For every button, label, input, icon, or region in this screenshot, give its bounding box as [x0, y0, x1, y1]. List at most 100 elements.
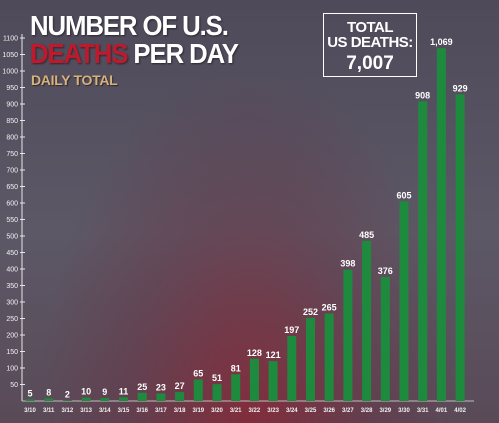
- y-tick-label: 650: [6, 184, 18, 191]
- x-tick-label: 3/27: [342, 408, 354, 414]
- x-tick-label: 4/01: [436, 408, 448, 414]
- x-tick-label: 3/20: [211, 408, 223, 414]
- bar: [306, 317, 315, 401]
- x-tick-label: 3/29: [379, 408, 391, 414]
- bar: [231, 374, 241, 401]
- y-tick-label: 450: [6, 250, 18, 257]
- bar: [418, 101, 428, 402]
- x-tick-label: 3/24: [286, 408, 298, 414]
- bar: [399, 201, 409, 401]
- chart-title-line1: NUMBER OF U.S.: [30, 10, 229, 41]
- y-tick-label: 300: [6, 300, 18, 307]
- x-tick-label: 3/13: [80, 408, 92, 414]
- y-tick-label: 350: [6, 283, 18, 290]
- bar: [100, 398, 110, 401]
- bar-value-label: 265: [322, 303, 337, 313]
- y-tick-label: 200: [6, 333, 18, 340]
- bar: [25, 399, 35, 401]
- y-tick-label: 1050: [2, 52, 18, 59]
- x-tick-label: 3/16: [136, 408, 148, 414]
- bar-value-label: 2: [65, 389, 70, 399]
- bar-value-label: 9: [102, 387, 107, 397]
- bar: [212, 384, 222, 401]
- y-tick-label: 600: [6, 201, 18, 208]
- y-tick-label: 1100: [3, 36, 18, 43]
- bar: [62, 400, 72, 401]
- y-tick-label: 900: [6, 102, 18, 109]
- x-tick-label: 3/23: [267, 408, 279, 414]
- y-tick-label: 1000: [2, 69, 18, 76]
- bar: [380, 276, 390, 401]
- bar: [324, 313, 334, 401]
- x-tick-label: 3/10: [24, 408, 36, 414]
- x-tick-label: 3/15: [118, 408, 130, 414]
- chart-subtitle: DAILY TOTAL: [31, 72, 118, 88]
- bar-value-label: 10: [81, 387, 91, 397]
- total-deaths-value: 7,007: [346, 53, 394, 74]
- bar-value-label: 121: [266, 350, 281, 360]
- title-deaths-word: DEATHS: [30, 38, 128, 69]
- x-tick-label: 3/18: [174, 408, 186, 414]
- bar-value-label: 8: [46, 387, 51, 397]
- bar: [175, 392, 185, 401]
- x-tick-label: 3/17: [155, 408, 167, 414]
- bar-value-label: 11: [119, 386, 129, 396]
- x-tick-label: 3/14: [99, 408, 111, 414]
- y-tick-label: 950: [6, 85, 18, 92]
- y-tick-label: 50: [10, 382, 18, 389]
- x-tick-label: 3/21: [230, 408, 242, 414]
- bar: [119, 397, 128, 401]
- total-label-line1: TOTAL: [346, 19, 394, 36]
- bar-value-label: 376: [378, 266, 393, 276]
- bar: [455, 94, 465, 402]
- bar: [137, 392, 147, 401]
- x-tick-label: 3/12: [62, 408, 74, 414]
- bar: [193, 379, 203, 401]
- x-tick-label: 3/11: [43, 408, 55, 414]
- bar: [81, 397, 91, 401]
- bar-value-label: 197: [284, 325, 299, 335]
- total-deaths-box: TOTAL US DEATHS: 7,007: [323, 13, 417, 77]
- x-tick-label: 4/02: [454, 408, 466, 414]
- y-tick-label: 100: [6, 366, 18, 373]
- bar: [343, 269, 353, 401]
- bar-value-label: 485: [359, 230, 374, 240]
- bar-value-label: 51: [212, 373, 222, 383]
- bar-value-label: 929: [453, 83, 468, 93]
- bar: [436, 48, 446, 401]
- y-tick-label: 550: [6, 217, 18, 224]
- x-tick-label: 3/22: [249, 408, 261, 414]
- x-tick-label: 3/26: [323, 408, 335, 414]
- y-tick-label: 400: [6, 267, 18, 274]
- bar-value-label: 25: [137, 382, 147, 392]
- y-tick-label: 850: [6, 118, 18, 125]
- bar-value-label: 5: [27, 388, 32, 398]
- y-tick-label: 150: [6, 349, 18, 356]
- x-tick-label: 3/25: [305, 408, 317, 414]
- bar-value-label: 27: [175, 381, 185, 391]
- x-tick-label: 3/28: [361, 408, 373, 414]
- bar: [287, 335, 297, 401]
- bar: [156, 393, 166, 401]
- title-per-day-words: PER DAY: [127, 38, 239, 69]
- x-tick-label: 3/31: [417, 408, 429, 414]
- bar: [362, 240, 372, 401]
- bar-value-label: 252: [303, 307, 318, 317]
- bar-value-label: 128: [247, 348, 262, 358]
- bar-value-label: 1,069: [430, 37, 453, 47]
- y-tick-label: 750: [6, 151, 18, 158]
- x-tick-label: 3/30: [398, 408, 410, 414]
- total-deaths-label: TOTAL US DEATHS:: [324, 20, 416, 50]
- bar-value-label: 398: [340, 259, 355, 269]
- bar-value-label: 65: [193, 369, 203, 379]
- x-tick-label: 3/19: [192, 408, 204, 414]
- y-tick-label: 700: [6, 168, 18, 175]
- bar-value-label: 81: [231, 363, 241, 373]
- chart-title-line2: DEATHS PER DAY: [30, 38, 239, 70]
- bar: [249, 358, 259, 401]
- y-tick-label: 800: [6, 135, 18, 142]
- bar: [44, 398, 54, 401]
- bar: [268, 361, 278, 401]
- y-tick-label: 250: [6, 316, 18, 323]
